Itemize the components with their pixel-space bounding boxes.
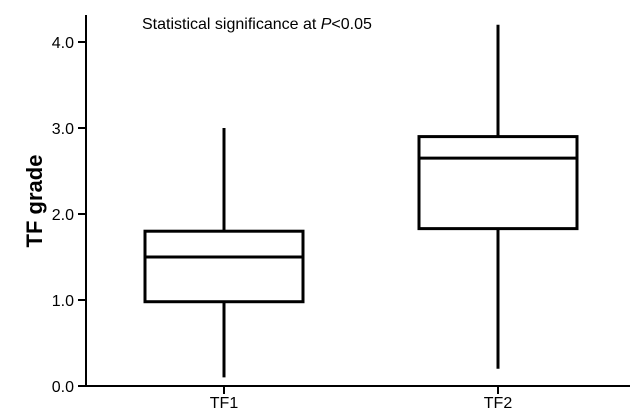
y-tick-label: 0.0	[52, 379, 74, 396]
y-tick-label: 1.0	[52, 293, 74, 310]
annotation-significance: Statistical significance at P<0.05	[142, 16, 372, 33]
x-tick-label: TF1	[210, 395, 239, 412]
axes	[85, 15, 630, 387]
iqr-box	[143, 229, 305, 304]
y-axis-title: TF grade	[22, 155, 47, 248]
y-ticks: 0.0 1.0 2.0 3.0 4.0	[52, 35, 86, 396]
box-tf1	[143, 128, 305, 378]
annotation-suffix: <0.05	[331, 16, 372, 33]
x-tick-label: TF2	[484, 395, 513, 412]
y-tick-label: 2.0	[52, 207, 74, 224]
annotation-italic: P	[321, 16, 332, 33]
y-tick-label: 4.0	[52, 35, 74, 52]
box-tf2	[417, 24, 579, 369]
x-ticks: TF1 TF2	[210, 386, 513, 412]
iqr-box	[417, 135, 579, 231]
annotation-prefix: Statistical significance at	[142, 16, 321, 33]
boxes	[143, 24, 579, 378]
y-tick-label: 3.0	[52, 121, 74, 138]
